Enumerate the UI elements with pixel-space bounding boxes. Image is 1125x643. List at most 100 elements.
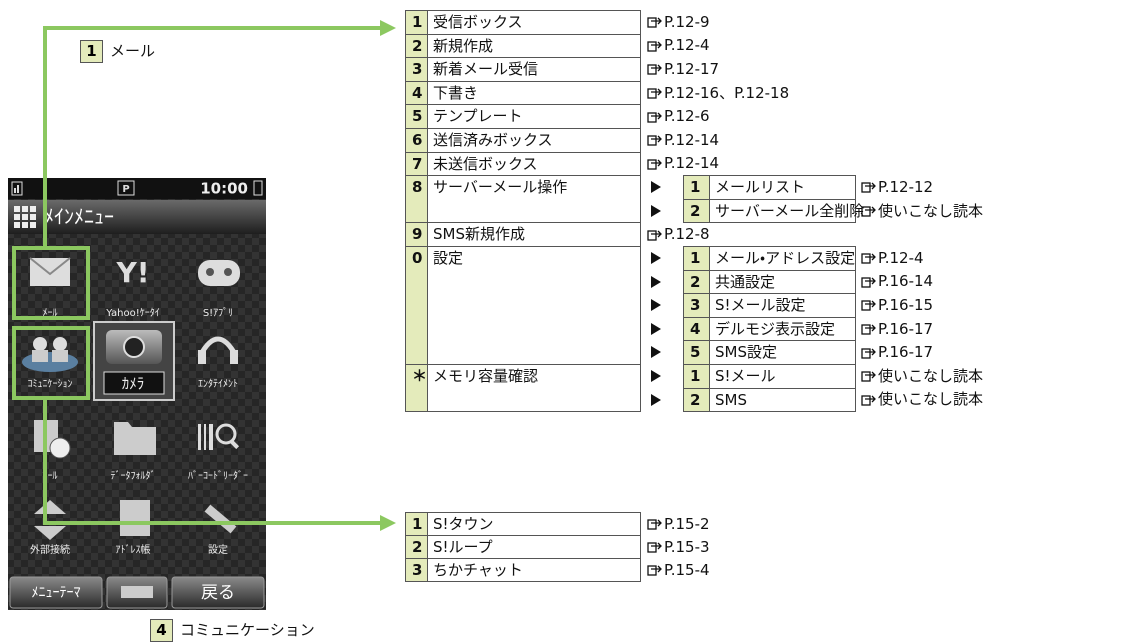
reference: P.12-17 — [640, 57, 900, 81]
header-bar — [8, 200, 266, 234]
sub-label: S!メール設定 — [709, 293, 856, 318]
menu-item-label: ｴﾝﾀﾃｲﾒﾝﾄ — [198, 378, 238, 390]
row-number: 2 — [405, 33, 428, 59]
column-rule — [640, 364, 683, 413]
sub-arrow — [651, 346, 661, 359]
callout-number: 4 — [150, 619, 173, 642]
sub-number: 3 — [683, 293, 710, 318]
menu-item-label: ﾃﾞｰﾀﾌｫﾙﾀﾞ — [111, 470, 156, 482]
sub-number: 4 — [683, 316, 710, 342]
reference-text: P.15-3 — [664, 537, 710, 556]
reference-icon — [861, 348, 876, 359]
reference-icon — [647, 41, 662, 52]
reference-text: 使いこなし読本 — [878, 390, 984, 409]
reference: 使いこなし読本 — [855, 388, 1095, 412]
reference-icon — [647, 230, 662, 241]
entertainment-icon — [197, 336, 239, 364]
sub-number: 2 — [683, 269, 710, 295]
reference: P.16-17 — [855, 340, 1095, 364]
yahoo-icon: Y! — [115, 256, 149, 289]
softkey-left — [9, 576, 103, 609]
status-icon-box — [117, 180, 135, 196]
reference-icon — [861, 324, 876, 335]
leader-line — [43, 26, 382, 248]
menu-item-label: ｶﾒﾗ — [122, 375, 145, 393]
row-number: 5 — [405, 104, 428, 129]
sub-arrow — [651, 204, 661, 217]
row-number: 6 — [405, 128, 428, 153]
grid-icon — [14, 206, 36, 228]
highlight-box — [12, 246, 90, 320]
reference: P.12-16、P.12-18 — [640, 80, 900, 105]
sub-label: S!メール — [709, 364, 856, 389]
row-number: ＊ — [405, 364, 428, 413]
leaders — [12, 26, 382, 525]
sub-arrow — [651, 322, 661, 335]
reference: P.12-14 — [640, 151, 900, 176]
reference-text: P.12-14 — [664, 130, 720, 149]
reference-text: P.16-17 — [878, 319, 934, 338]
reference-text: P.12-17 — [664, 59, 720, 78]
reference-icon — [861, 253, 876, 264]
callout-label: コミュニケーション — [180, 621, 315, 639]
reference-text: P.12-16、P.12-18 — [664, 83, 790, 102]
row-label: 受信ボックス — [427, 10, 641, 35]
antenna-icon — [11, 181, 23, 196]
reference-icon — [861, 277, 876, 288]
row-label: 下書き — [427, 80, 641, 106]
sub-number: 2 — [683, 387, 710, 413]
row-number: 8 — [405, 175, 428, 224]
row-label: 新着メール受信 — [427, 57, 641, 82]
row-label: テンプレート — [427, 104, 641, 129]
sub-label: メールリスト — [709, 175, 856, 200]
reference-text: 使いこなし読本 — [878, 366, 984, 385]
row-number: 0 — [405, 246, 428, 365]
reference: P.12-9 — [640, 10, 900, 34]
callout-label: メール — [110, 42, 156, 60]
callout-number: 1 — [80, 40, 103, 63]
reference-text: P.12-4 — [664, 36, 710, 55]
reference-icon — [861, 182, 876, 194]
sub-arrow — [651, 252, 661, 264]
reference-icon — [861, 395, 876, 406]
sub-number: 1 — [683, 364, 710, 389]
reference: P.16-17 — [855, 317, 1095, 341]
reference-icon — [647, 542, 662, 553]
leader-arrow — [380, 20, 396, 36]
highlight-box — [12, 326, 90, 400]
row-number: 9 — [405, 222, 428, 247]
reference-icon — [861, 206, 876, 217]
reference-text: 使いこなし読本 — [878, 201, 984, 220]
reference: P.15-2 — [640, 512, 900, 535]
reference-text: P.12-6 — [664, 107, 710, 126]
row-number: 7 — [405, 151, 428, 177]
row-number: 2 — [405, 535, 428, 559]
reference-text: P.16-14 — [878, 272, 934, 291]
sub-arrow — [651, 181, 661, 194]
barcode-icon — [198, 423, 240, 450]
reference-icon — [647, 135, 662, 146]
reference-icon — [647, 64, 662, 76]
menu-item-label: ﾂｰﾙ — [43, 471, 58, 482]
reference-text: P.16-15 — [878, 295, 934, 314]
leader-arrow — [380, 515, 396, 531]
reference: P.12-8 — [640, 222, 900, 246]
menu-item-label: ﾒｰﾙ — [43, 308, 58, 319]
menu-item-label: ｱﾄﾞﾚｽ帳 — [116, 543, 151, 556]
address-icon — [120, 500, 150, 536]
battery-icon — [253, 180, 263, 196]
reference-text: P.12-12 — [878, 177, 934, 196]
sub-number: 1 — [683, 246, 710, 271]
app-icon — [198, 260, 240, 286]
reference-text: P.12-4 — [878, 248, 924, 267]
center-key-icon — [121, 586, 153, 598]
row-label: サーバーメール操作 — [427, 175, 641, 224]
sub-arrow — [651, 299, 661, 312]
menu-item-label: 設定 — [208, 544, 228, 556]
reference: P.16-14 — [855, 270, 1095, 294]
sub-number: 1 — [683, 175, 710, 200]
reference-icon — [647, 88, 662, 99]
clock: 10:00 — [200, 180, 248, 198]
